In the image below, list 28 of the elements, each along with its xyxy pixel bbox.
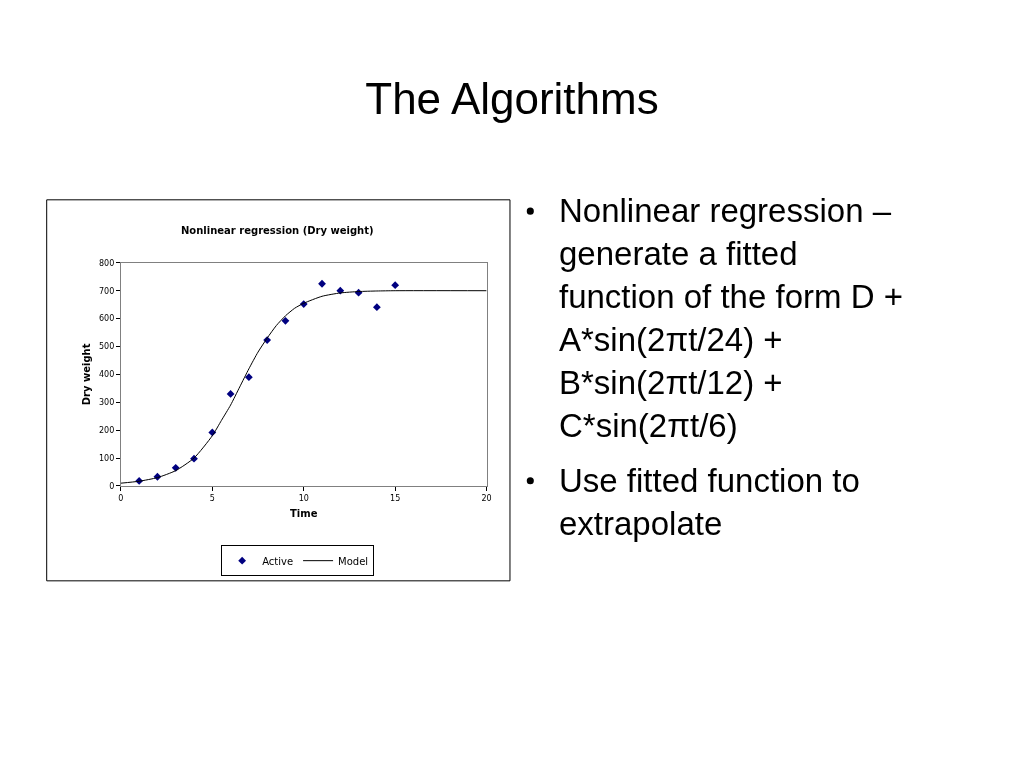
y-tick-label: 400 (98, 370, 115, 380)
text: Use fitted function to extrapolate (559, 462, 860, 542)
point (226, 390, 235, 398)
legend-label: Model (338, 555, 369, 567)
x-tick-label: 15 (390, 493, 401, 503)
legend-label: Active (262, 555, 294, 567)
y-tick-label: 500 (98, 342, 115, 352)
x-tick-label: 10 (298, 493, 309, 503)
point (281, 316, 290, 325)
point (318, 279, 326, 288)
x-tick-label: 0 (118, 493, 124, 503)
point (244, 373, 253, 382)
y-tick-label: 200 (98, 425, 115, 435)
x-tick-label: 5 (209, 493, 215, 503)
y-axis-title: Dry weight (80, 343, 92, 406)
y-tick-label: 800 (98, 258, 115, 268)
y-tick-label: 300 (98, 398, 115, 408)
y-tick-label: 700 (98, 286, 115, 296)
x-axis-title: Time (290, 508, 318, 520)
chart-title: The Algorithms (365, 73, 659, 123)
y-tick-label: 100 (98, 453, 115, 463)
y-tick-label: 600 (98, 314, 115, 324)
y-tick-label: 0 (109, 481, 115, 491)
point (372, 303, 381, 312)
x-tick-label: 20 (481, 493, 492, 503)
chart-subtitle: Nonlinear regression (Dry weight) (181, 225, 374, 236)
text: Nonlinear regression – generate a fitted function of the form D + A*sin(2πt/24) + B*sin(2πt/12) + C*sin(2πt/6) (559, 192, 903, 444)
point (391, 281, 400, 290)
